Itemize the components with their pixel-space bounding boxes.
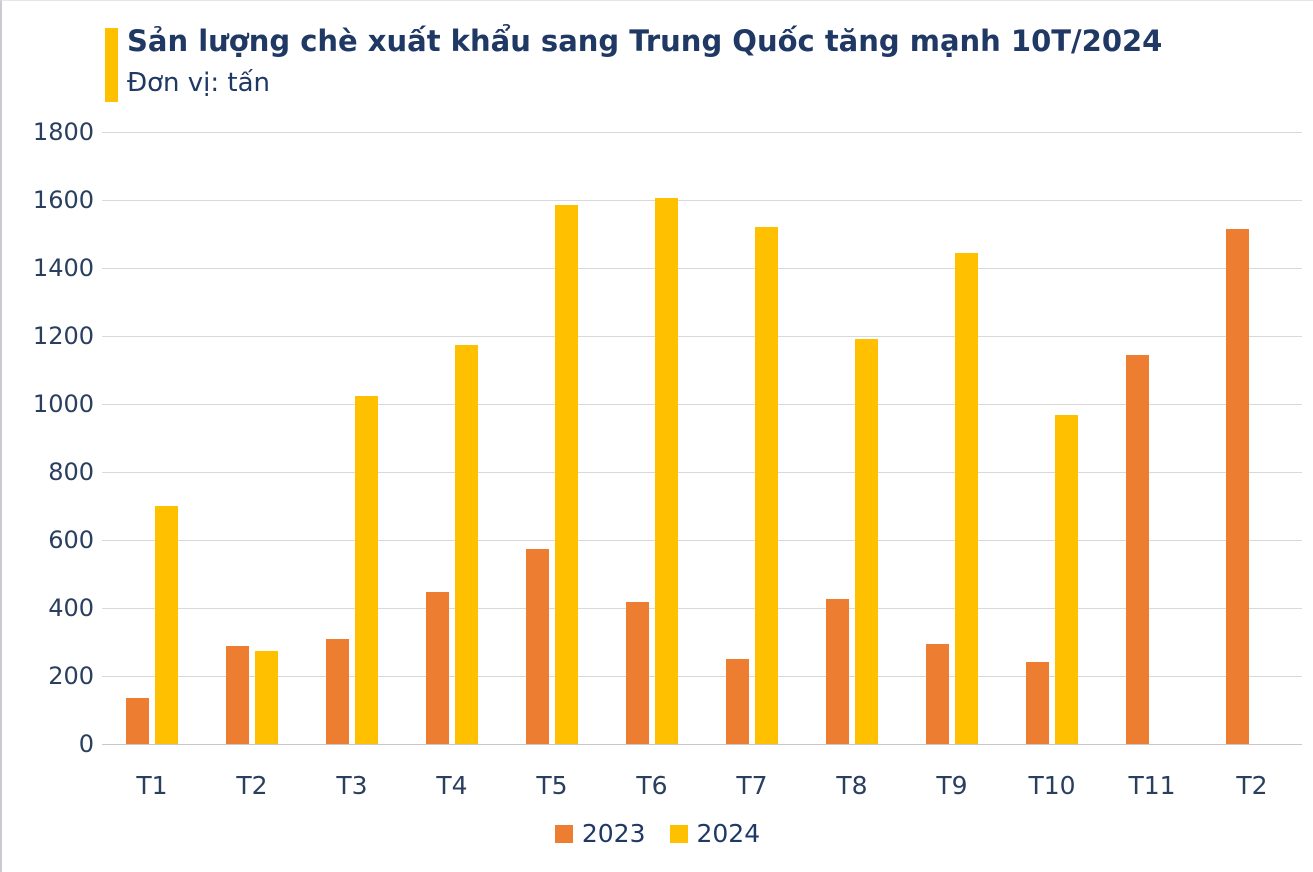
chart-subtitle: Đơn vị: tấn	[127, 68, 271, 98]
y-tick-label: 1400	[32, 254, 94, 282]
gridline	[102, 336, 1302, 337]
bar-2023-T8	[826, 599, 849, 744]
bar-2024-T7	[755, 227, 778, 744]
bar-2023-T5	[526, 549, 549, 744]
bar-2024-T10	[1055, 414, 1078, 744]
y-tick-label: 200	[48, 662, 94, 690]
y-tick-label: 1800	[32, 118, 94, 146]
bar-group-T9	[902, 132, 1002, 744]
gridline	[102, 676, 1302, 677]
bar-group-T8	[802, 132, 902, 744]
bar-2023-T4	[426, 592, 449, 744]
y-tick-label: 400	[48, 594, 94, 622]
bar-group-T3	[302, 132, 402, 744]
gridline	[102, 404, 1302, 405]
bar-group-T5	[502, 132, 602, 744]
bar-2023-T6	[626, 601, 649, 744]
y-tick-label: 1600	[32, 186, 94, 214]
bar-group-T2	[202, 132, 302, 744]
bar-group-T10	[1002, 132, 1102, 744]
gridline	[102, 540, 1302, 541]
bar-group-T2	[1202, 132, 1302, 744]
gridline	[102, 744, 1302, 745]
y-tick-label: 1000	[32, 390, 94, 418]
x-tick-label: T7	[736, 771, 768, 800]
x-tick-label: T9	[936, 771, 968, 800]
bar-2024-T4	[455, 345, 478, 744]
legend: 2023 2024	[2, 820, 1313, 848]
x-tick-label: T4	[436, 771, 468, 800]
x-tick-label: T11	[1128, 771, 1176, 800]
bar-2023-T9	[926, 643, 949, 744]
x-tick-label: T8	[836, 771, 868, 800]
x-tick-label: T1	[136, 771, 168, 800]
x-tick-label: T10	[1028, 771, 1076, 800]
gridline	[102, 200, 1302, 201]
bar-2023-T2	[1226, 228, 1249, 744]
bar-2024-T9	[955, 252, 978, 744]
legend-item-2024: 2024	[669, 819, 761, 848]
gridline	[102, 132, 1302, 133]
x-axis-labels: T1 T2 T3 T4 T5 T6 T7 T8 T9 T10 T11 T2	[102, 771, 1302, 805]
bar-2023-T2	[226, 646, 249, 744]
y-tick-label: 1200	[32, 322, 94, 350]
bar-2023-T11	[1126, 354, 1149, 744]
x-tick-label: T2	[1236, 771, 1268, 800]
legend-label-2024: 2024	[696, 819, 761, 848]
bar-2024-T1	[155, 506, 178, 744]
bar-2024-T3	[355, 396, 378, 744]
title-accent-bar	[105, 28, 118, 102]
bar-2024-T8	[855, 338, 878, 744]
x-tick-label: T2	[236, 771, 268, 800]
bar-2023-T7	[726, 659, 749, 744]
y-tick-label: 0	[78, 730, 94, 758]
chart-title: Sản lượng chè xuất khẩu sang Trung Quốc …	[127, 24, 1163, 58]
x-tick-label: T5	[536, 771, 568, 800]
gridline	[102, 268, 1302, 269]
legend-swatch-2024	[669, 825, 688, 843]
bar-2024-T2	[255, 650, 278, 744]
bar-group-T1	[102, 132, 202, 744]
gridline	[102, 472, 1302, 473]
legend-label-2023: 2023	[581, 819, 646, 848]
y-tick-label: 600	[48, 526, 94, 554]
bar-2023-T1	[126, 698, 149, 744]
bar-group-T11	[1102, 132, 1202, 744]
y-tick-label: 800	[48, 458, 94, 486]
gridline	[102, 608, 1302, 609]
legend-swatch-2023	[554, 825, 573, 843]
x-tick-label: T3	[336, 771, 368, 800]
plot-area	[102, 132, 1302, 745]
y-axis-labels: 0 200 400 600 800 1000 1200 1400 1600 1800	[2, 1, 94, 872]
legend-item-2023: 2023	[554, 819, 646, 848]
bar-2023-T10	[1026, 662, 1049, 744]
bar-group-T4	[402, 132, 502, 744]
bar-2024-T5	[555, 205, 578, 744]
bar-2024-T6	[655, 197, 678, 744]
bar-group-T6	[602, 132, 702, 744]
bar-group-T7	[702, 132, 802, 744]
bar-2023-T3	[326, 639, 349, 744]
x-tick-label: T6	[636, 771, 668, 800]
